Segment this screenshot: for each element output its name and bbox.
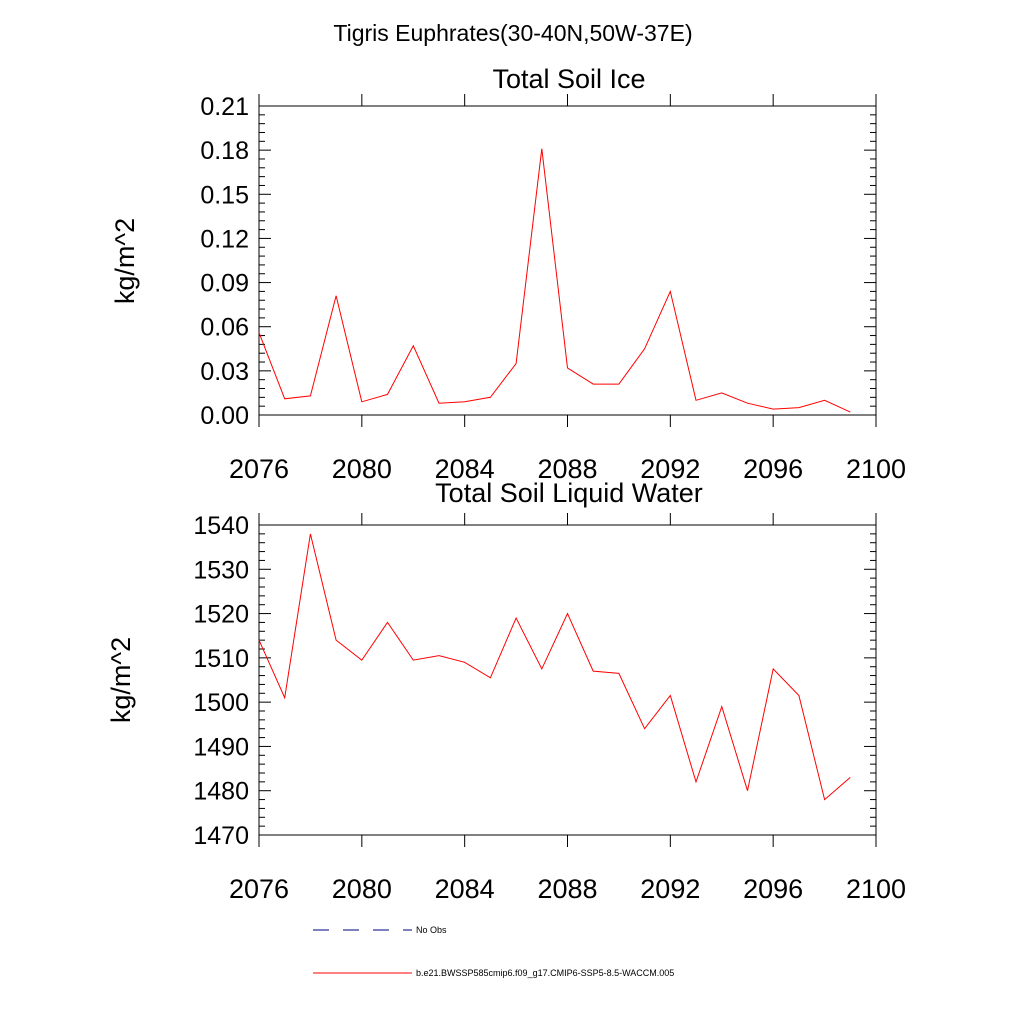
panel-soil-liquid-water-ytick-labels: 1470 1480 1490 1500 1510 1520 1530 1540 [193,512,249,850]
panel-soil-ice-ylabel: kg/m^2 [110,218,140,304]
ytick-label: 0.06 [200,314,249,342]
panel-soil-ice-ticks [258,94,877,427]
xtick-label: 2100 [846,454,906,484]
xtick-label: 2092 [640,454,700,484]
xtick-label: 2096 [743,874,803,904]
xtick-label: 2088 [537,454,597,484]
xtick-label: 2080 [332,454,392,484]
panel-soil-liquid-water: Total Soil Liquid Water kg/m^2 147014801… [106,478,906,904]
xtick-label: 2076 [229,454,289,484]
legend-run-label: b.e21.BWSSP585cmip6.f09_g17.CMIP6-SSP5-8… [416,968,674,978]
xtick-label: 2088 [537,874,597,904]
ytick-label: 1500 [193,689,249,717]
xtick-label: 2076 [229,874,289,904]
panel-soil-ice-series-line [258,148,851,413]
panel-soil-ice-title: Total Soil Ice [492,64,645,94]
ytick-label: 1520 [193,601,249,629]
legend-no-obs-label: No Obs [416,925,447,935]
panel-soil-liquid-water-ticks [258,513,877,847]
xtick-label: 2084 [435,874,495,904]
ytick-label: 0.21 [200,93,249,121]
ytick-label: 0.18 [200,137,249,165]
ytick-label: 0.09 [200,270,249,298]
ytick-label: 0.03 [200,358,249,386]
ytick-label: 0.12 [200,225,249,253]
panel-soil-liquid-water-ylabel: kg/m^2 [106,637,136,723]
xtick-label: 2096 [743,454,803,484]
xtick-label: 2080 [332,874,392,904]
panel-soil-ice: Total Soil Ice kg/m^2 0.000.030.060.090.… [110,64,906,484]
legend: No Obs b.e21.BWSSP585cmip6.f09_g17.CMIP6… [313,925,674,978]
figure-title: Tigris Euphrates(30-40N,50W-37E) [333,20,692,46]
ytick-label: 1510 [193,645,249,673]
ytick-label: 0.15 [200,181,249,209]
panel-soil-ice-frame [258,105,877,416]
panel-soil-ice-xtick-labels: 2076 2080 2084 2088 2092 2096 2100 [229,454,906,484]
ytick-label: 0.00 [200,402,249,430]
xtick-label: 2092 [640,874,700,904]
panel-soil-liquid-water-title: Total Soil Liquid Water [435,478,703,508]
xtick-label: 2084 [435,454,495,484]
xtick-label: 2100 [846,874,906,904]
panel-soil-liquid-water-series-line [258,533,851,801]
ytick-label: 1470 [193,822,249,850]
panel-soil-liquid-water-xtick-labels: 2076 2080 2084 2088 2092 2096 2100 [229,874,906,904]
ytick-label: 1490 [193,733,249,761]
panel-soil-ice-ytick-labels: 0.00 0.03 0.06 0.09 0.12 0.15 0.18 0.21 [200,93,249,430]
ytick-label: 1530 [193,556,249,584]
ytick-label: 1480 [193,778,249,806]
ytick-label: 1540 [193,512,249,540]
